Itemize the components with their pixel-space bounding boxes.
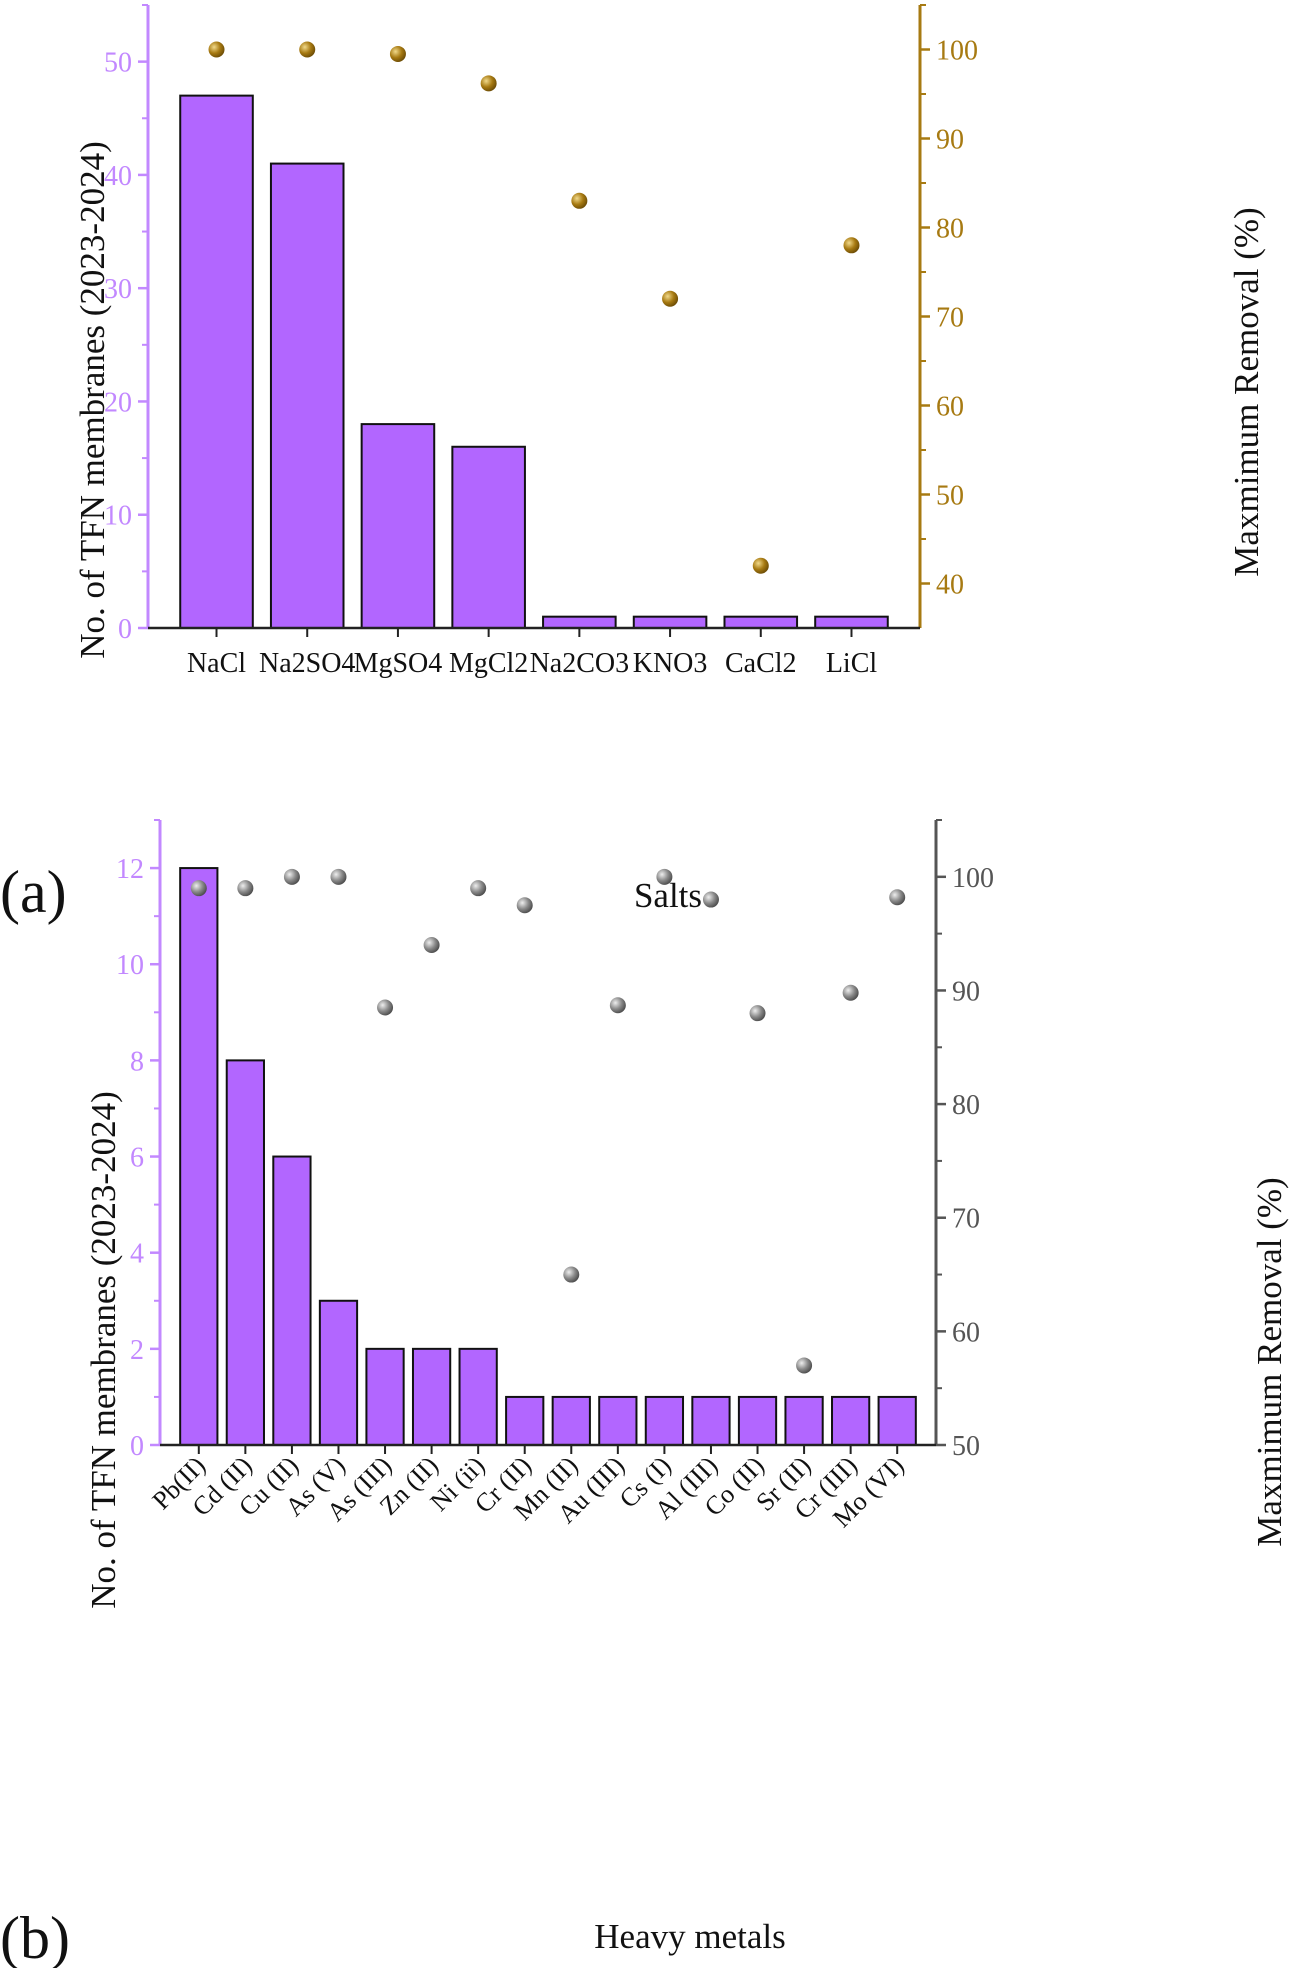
- y-tick-label: 2: [130, 1335, 144, 1366]
- x-tick-label: MgSO4: [354, 648, 443, 679]
- bar: [505, 1395, 545, 1447]
- point: [480, 75, 497, 92]
- panel-b-y2-axis-title: Maxmimum Removal (%): [1250, 1177, 1289, 1546]
- y2-tick-label: 90: [952, 976, 980, 1007]
- y2-tick-label: 50: [936, 481, 964, 512]
- x-tick-label: CaCl2: [725, 648, 797, 679]
- panel-b-label: (b): [0, 1905, 70, 1968]
- panel-b-dots: [190, 868, 906, 1374]
- bar: [542, 615, 617, 630]
- bar: [179, 867, 219, 1446]
- y-tick-label: 10: [116, 950, 144, 981]
- point: [796, 1357, 813, 1374]
- bar: [411, 1347, 452, 1447]
- y2-tick-label: 100: [952, 863, 994, 894]
- point: [843, 237, 860, 254]
- point: [208, 41, 225, 58]
- point: [237, 880, 254, 897]
- bar: [318, 1299, 359, 1447]
- y-tick-label: 10: [104, 501, 132, 532]
- y-tick-label: 50: [104, 48, 132, 79]
- y-tick-label: 20: [104, 387, 132, 418]
- point: [662, 290, 679, 307]
- y-tick-label: 0: [118, 614, 132, 645]
- y2-tick-label: 60: [952, 1317, 980, 1348]
- y-tick-label: 4: [130, 1239, 144, 1270]
- x-tick-label: NaCl: [187, 648, 246, 679]
- y-tick-label: 40: [104, 161, 132, 192]
- bar: [551, 1395, 591, 1447]
- y2-tick-label: 40: [936, 570, 964, 601]
- y2-tick-label: 70: [936, 303, 964, 334]
- bar: [598, 1395, 638, 1447]
- bar: [723, 615, 799, 630]
- y-tick-label: 30: [104, 274, 132, 305]
- bar: [272, 1155, 312, 1446]
- bar: [632, 615, 708, 630]
- point: [190, 880, 207, 897]
- y2-tick-label: 80: [936, 214, 964, 245]
- y2-tick-label: 50: [952, 1431, 980, 1462]
- panel-a: 0 10 20 30 40 50 40 50 60 70 80 90 100 NaCl Na2SO4MgSO…: [0, 4, 1266, 925]
- bar: [458, 1347, 498, 1447]
- y-tick-label: 8: [130, 1046, 144, 1077]
- panel-a-bars: [179, 94, 889, 630]
- point: [299, 41, 316, 58]
- point: [749, 1005, 766, 1022]
- y2-tick-label: 60: [936, 392, 964, 423]
- bar: [179, 94, 254, 630]
- point: [752, 557, 769, 574]
- x-tick-label: Na2SO4: [259, 648, 355, 679]
- y2-tick-label: 70: [952, 1204, 980, 1235]
- point: [423, 937, 440, 953]
- bar: [269, 162, 345, 629]
- bar: [691, 1395, 731, 1447]
- point: [571, 192, 588, 209]
- bar: [365, 1347, 405, 1447]
- bar: [225, 1059, 265, 1447]
- panel-a-y-axis-title: No. of TFN membranes (2023-2024): [73, 141, 112, 658]
- bar: [737, 1395, 778, 1447]
- point: [609, 997, 626, 1014]
- bar: [360, 423, 436, 630]
- bar: [784, 1395, 824, 1447]
- panel-b-y-axis-title: No. of TFN membranes (2023-2024): [84, 1091, 123, 1608]
- point: [470, 880, 487, 897]
- panel-b-x-axis-title: Heavy metals: [594, 1917, 785, 1956]
- panel-a-label: (a): [0, 859, 67, 925]
- point: [656, 868, 673, 885]
- point: [389, 45, 406, 62]
- point: [377, 999, 394, 1016]
- point: [330, 868, 347, 885]
- point: [889, 889, 906, 906]
- bar: [644, 1395, 685, 1447]
- x-tick-label: LiCl: [826, 648, 878, 679]
- y2-tick-label: 80: [952, 1090, 980, 1121]
- point: [516, 897, 533, 914]
- x-tick-label: Na2CO3: [530, 648, 630, 679]
- y-tick-label: 0: [130, 1431, 144, 1462]
- bar: [831, 1395, 871, 1447]
- panel-a-axes: 0 10 20 30 40 50 40 50 60 70 80 90 100 NaCl Na2SO4MgSO…: [104, 4, 978, 679]
- point: [283, 868, 300, 885]
- panel-a-dots: [208, 41, 860, 574]
- panel-a-y2-axis-title: Maxmimum Removal (%): [1227, 207, 1266, 576]
- y2-tick-label: 100: [936, 36, 978, 67]
- bar: [451, 445, 526, 629]
- y2-tick-label: 90: [936, 125, 964, 156]
- x-tick-label: MgCl2: [449, 648, 528, 679]
- point: [702, 891, 719, 908]
- x-tick-label: KNO3: [633, 648, 708, 679]
- bar: [877, 1395, 917, 1447]
- point: [563, 1266, 580, 1283]
- y-tick-label: 12: [116, 854, 144, 885]
- y-tick-label: 6: [130, 1143, 144, 1174]
- point: [842, 984, 859, 1001]
- bar: [814, 615, 889, 630]
